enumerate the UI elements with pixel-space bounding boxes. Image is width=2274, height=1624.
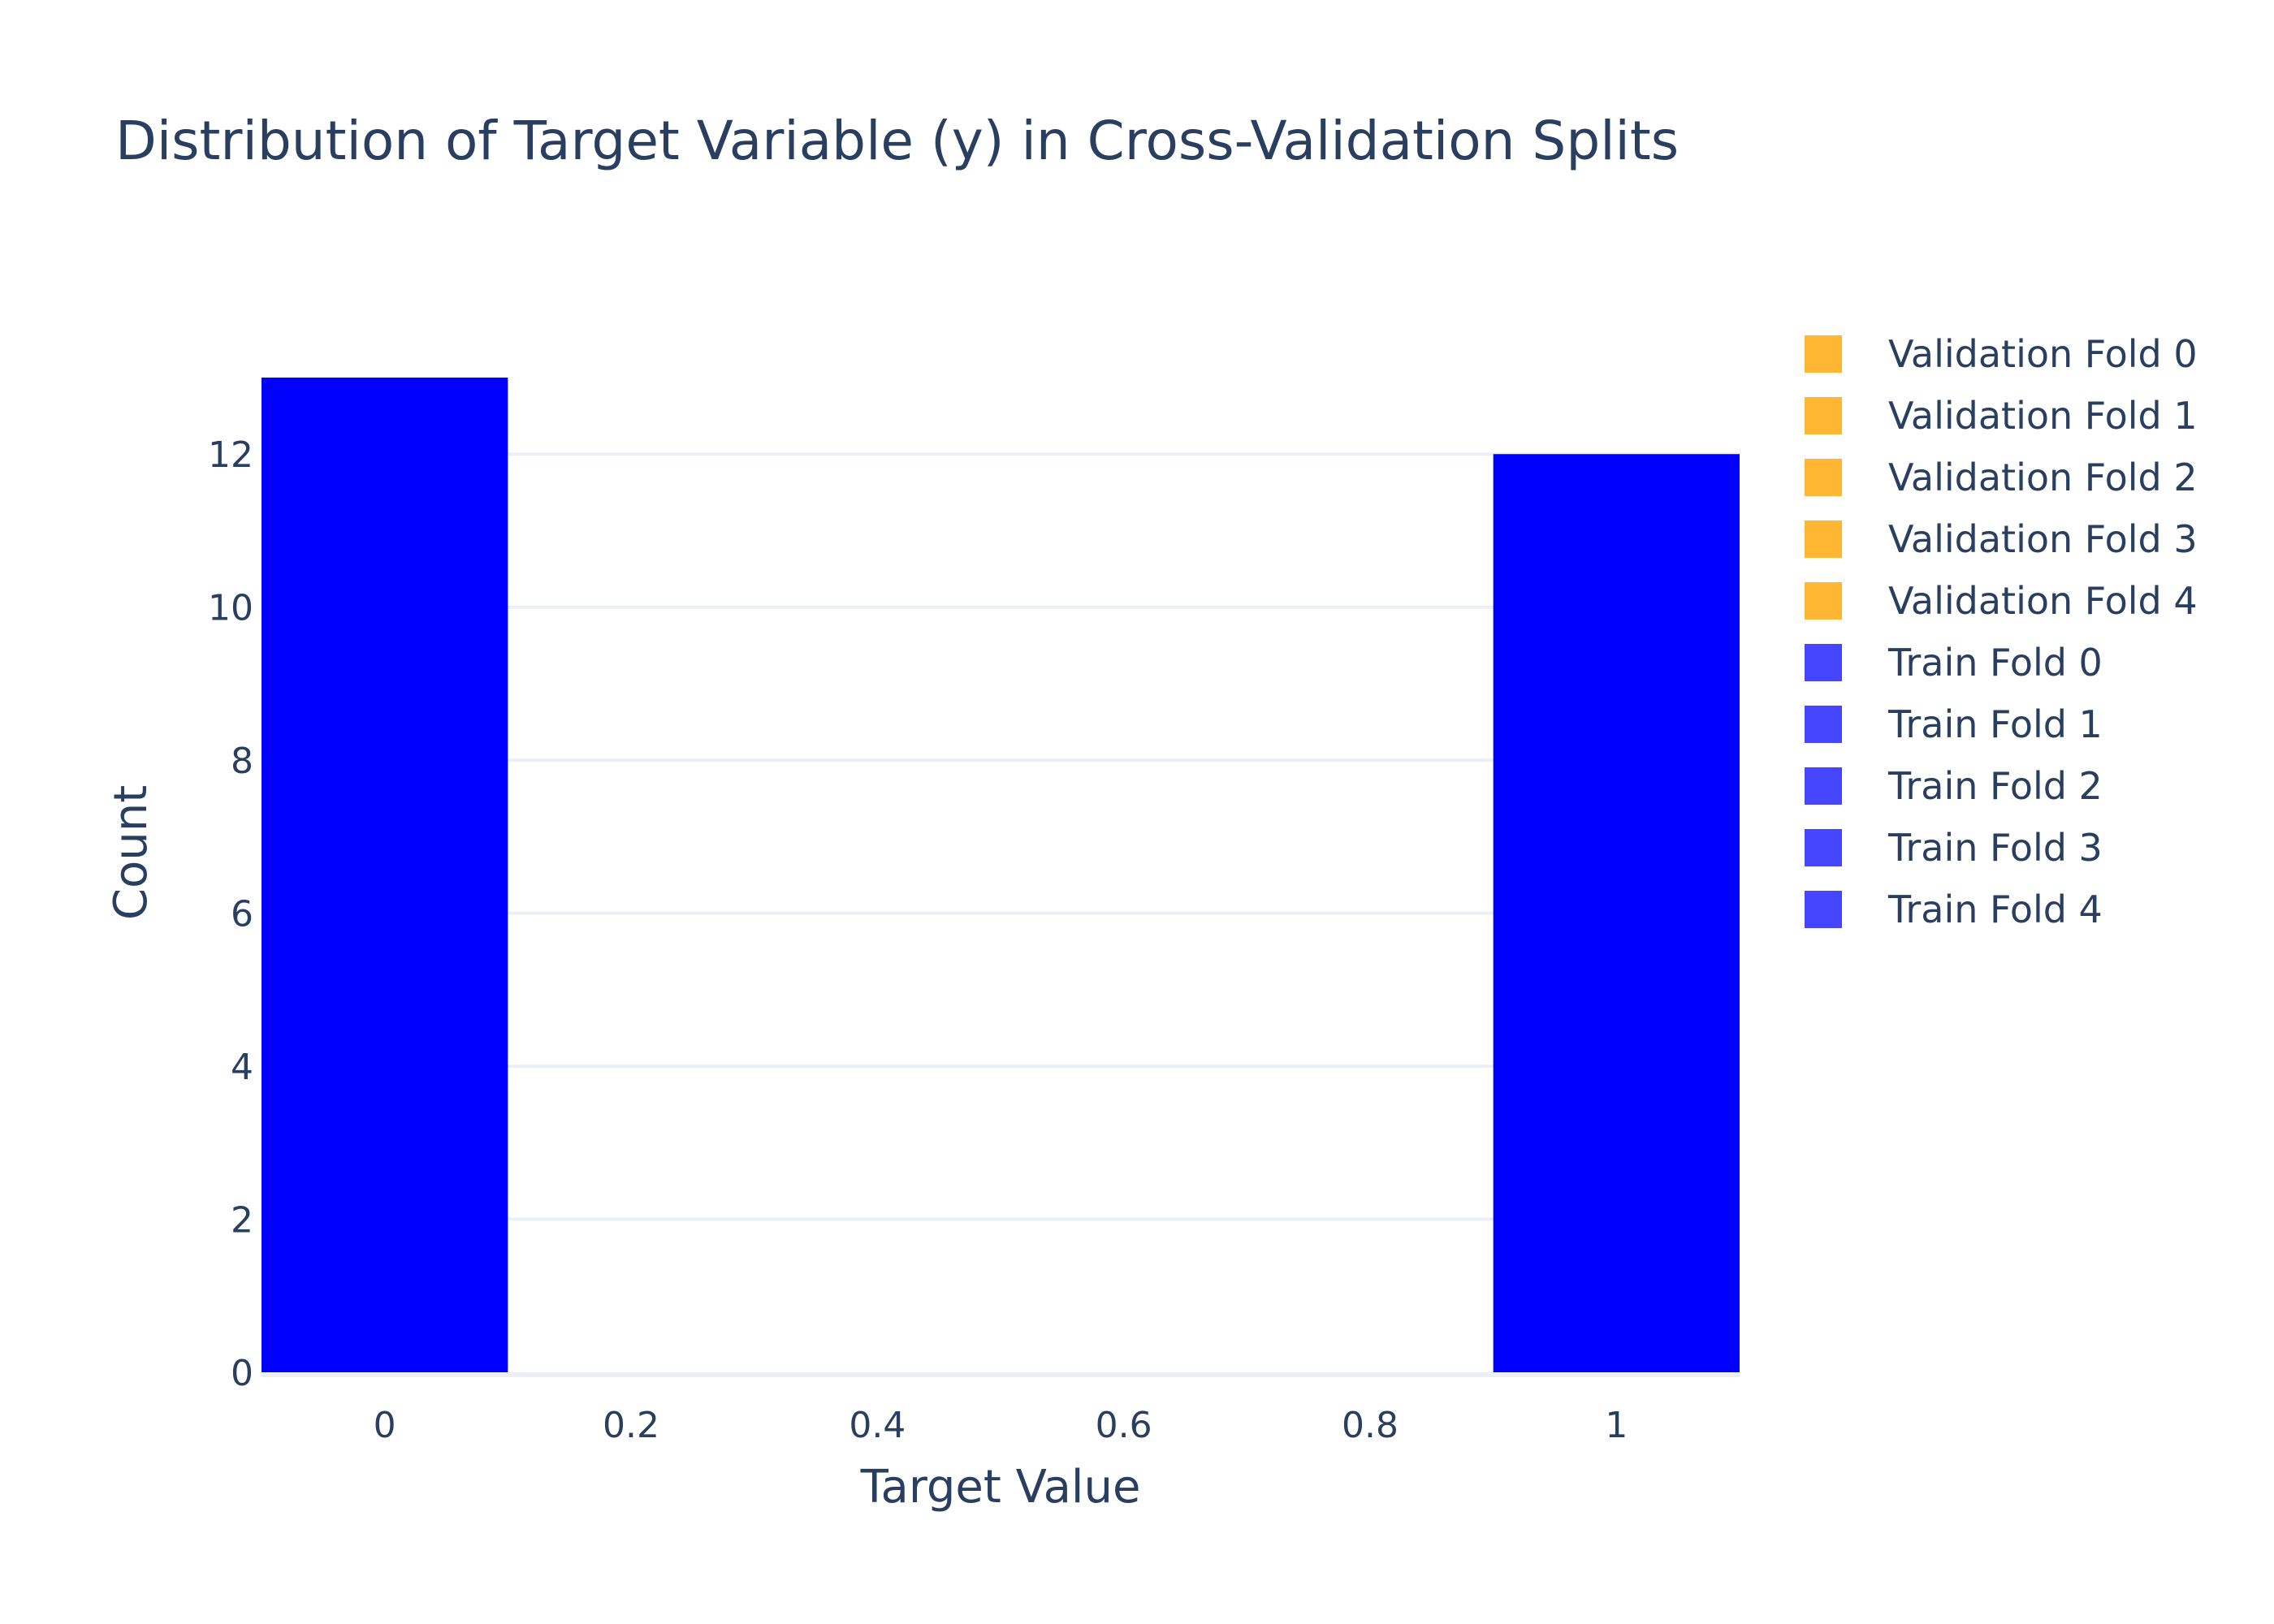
bar (1493, 454, 1740, 1373)
legend-label: Train Fold 4 (1887, 888, 2103, 931)
legend-label: Train Fold 3 (1887, 826, 2103, 870)
chart-title: Distribution of Target Variable (y) in C… (115, 110, 1679, 172)
legend-label: Validation Fold 2 (1888, 456, 2198, 499)
legend-swatch (1805, 520, 1842, 558)
y-tick-label: 12 (208, 434, 253, 476)
legend-swatch (1805, 335, 1842, 373)
y-axis-title: Count (105, 785, 158, 920)
x-tick-label: 0 (374, 1405, 396, 1446)
y-tick-label: 4 (231, 1047, 253, 1088)
legend-label: Validation Fold 0 (1888, 332, 2198, 376)
x-tick-label: 0.2 (603, 1405, 659, 1446)
legend-swatch (1805, 459, 1842, 496)
x-axis-title: Target Value (860, 1461, 1141, 1514)
y-tick-label: 10 (208, 588, 253, 629)
legend-label: Train Fold 0 (1887, 641, 2103, 685)
legend-label: Train Fold 2 (1887, 764, 2103, 808)
x-tick-label: 0.6 (1096, 1405, 1152, 1446)
legend-swatch (1805, 644, 1842, 681)
bars (262, 378, 1740, 1373)
x-tick-label: 0.8 (1342, 1405, 1399, 1446)
legend-swatch (1805, 397, 1842, 434)
y-tick-label: 0 (231, 1353, 253, 1394)
legend-label: Train Fold 1 (1887, 702, 2103, 746)
x-tick-label: 1 (1605, 1405, 1628, 1446)
y-tick-label: 6 (231, 894, 253, 935)
legend-swatch (1805, 582, 1842, 620)
legend: Validation Fold 0 Validation Fold 1 Valida… (1805, 332, 2198, 931)
y-tick-label: 8 (231, 741, 253, 782)
legend-swatch (1805, 891, 1842, 928)
legend-swatch (1805, 829, 1842, 866)
legend-label: Validation Fold 3 (1888, 517, 2198, 561)
y-tick-label: 2 (231, 1200, 253, 1242)
legend-label: Validation Fold 1 (1888, 394, 2198, 438)
x-tick-label: 0.4 (849, 1405, 906, 1446)
legend-swatch (1805, 767, 1842, 805)
bar (262, 378, 508, 1372)
axes: 0 2 4 6 8 10 12 0 0.2 0.4 0.6 0.8 1 (208, 434, 1740, 1446)
legend-swatch (1805, 706, 1842, 743)
legend-label: Validation Fold 4 (1888, 579, 2198, 623)
